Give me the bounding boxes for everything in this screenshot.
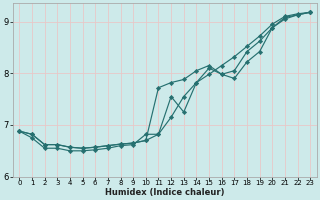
- X-axis label: Humidex (Indice chaleur): Humidex (Indice chaleur): [105, 188, 225, 197]
